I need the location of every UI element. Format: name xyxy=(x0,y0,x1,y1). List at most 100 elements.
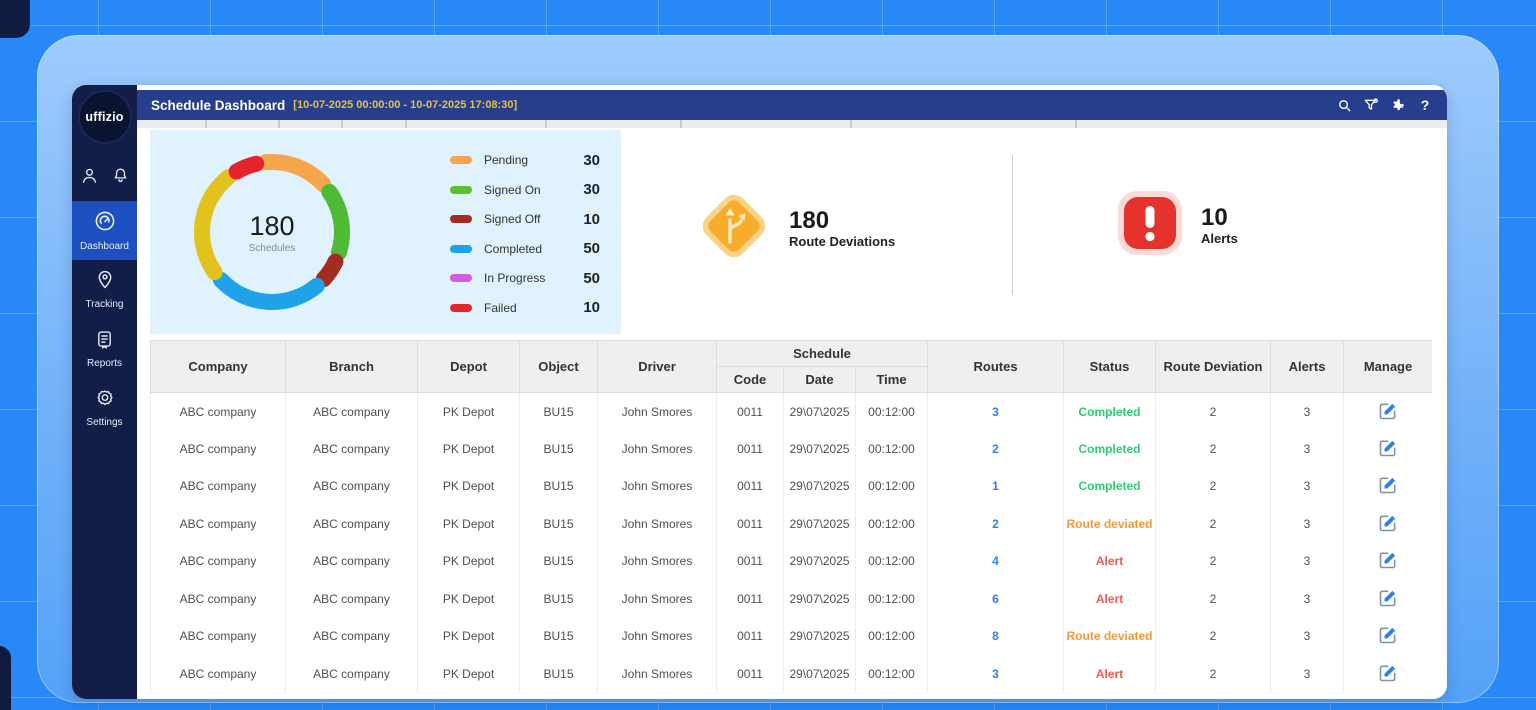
schedules-summary-panel: 180 Schedules Pending 30 Signed On 30 Signed… xyxy=(150,130,621,334)
route-fork-sign-icon xyxy=(697,189,771,268)
legend-value: 10 xyxy=(583,210,600,228)
cell-company: ABC company xyxy=(150,542,286,580)
cell-date: 29\07\2025 xyxy=(783,467,856,505)
cell-date: 29\07\2025 xyxy=(783,655,856,693)
route-deviations-kpi: 180 Route Deviations xyxy=(697,189,895,268)
filter-icon[interactable] xyxy=(1363,97,1379,113)
help-icon[interactable]: ? xyxy=(1420,97,1430,113)
cell-depot: PK Depot xyxy=(417,542,520,580)
cell-route-deviation: 2 xyxy=(1155,392,1272,430)
edit-button[interactable] xyxy=(1377,512,1399,534)
schedules-table: Company Branch Depot Object Driver Sched… xyxy=(150,340,1432,694)
cell-driver: John Smores xyxy=(597,505,717,543)
cell-time: 00:12:00 xyxy=(854,505,929,543)
cell-code: 0011 xyxy=(716,542,784,580)
cell-routes[interactable]: 8 xyxy=(927,617,1065,655)
sidebar: uffizio Dashboard Tracking Reports Settings xyxy=(72,85,137,699)
sidebar-item-reports[interactable]: Reports xyxy=(72,319,137,378)
table-row: ABC company ABC company PK Depot BU15 John S… xyxy=(150,655,1432,693)
cell-routes[interactable]: 1 xyxy=(927,467,1065,505)
table-row: ABC company ABC company PK Depot BU15 John S… xyxy=(150,617,1432,655)
cell-status: Completed xyxy=(1063,467,1157,505)
legend-swatch xyxy=(450,156,472,164)
cell-routes[interactable]: 2 xyxy=(927,505,1065,543)
cell-alerts: 3 xyxy=(1270,542,1345,580)
cell-routes[interactable]: 2 xyxy=(927,430,1065,468)
cell-route-deviation: 2 xyxy=(1155,505,1272,543)
sidebar-item-tracking[interactable]: Tracking xyxy=(72,260,137,319)
sidebar-nav: Dashboard Tracking Reports Settings xyxy=(72,201,137,437)
edit-button[interactable] xyxy=(1377,474,1399,496)
user-icon[interactable] xyxy=(80,166,99,185)
cell-company: ABC company xyxy=(150,467,286,505)
edit-button[interactable] xyxy=(1377,624,1399,646)
alerts-kpi: 10 Alerts xyxy=(1117,190,1238,261)
cell-routes[interactable]: 3 xyxy=(927,392,1065,430)
settings-gear-icon[interactable] xyxy=(1390,97,1406,113)
cell-routes[interactable]: 4 xyxy=(927,542,1065,580)
edit-button[interactable] xyxy=(1377,587,1399,609)
cell-manage xyxy=(1343,617,1432,655)
cell-status: Alert xyxy=(1063,655,1157,693)
cell-driver: John Smores xyxy=(597,467,717,505)
cell-branch: ABC company xyxy=(285,467,418,505)
alert-exclamation-icon xyxy=(1117,190,1183,261)
col-object: Object xyxy=(519,340,598,393)
donut-segment-pending xyxy=(257,154,332,193)
cell-depot: PK Depot xyxy=(417,505,520,543)
cell-object: BU15 xyxy=(519,467,598,505)
cell-alerts: 3 xyxy=(1270,467,1345,505)
cell-alerts: 3 xyxy=(1270,392,1345,430)
cell-route-deviation: 2 xyxy=(1155,467,1272,505)
sidebar-item-label: Dashboard xyxy=(80,241,129,252)
decor-corner-top-left xyxy=(0,0,30,38)
alerts-label: Alerts xyxy=(1201,230,1238,246)
page-title: Schedule Dashboard xyxy=(151,97,286,113)
cell-route-deviation: 2 xyxy=(1155,542,1272,580)
main-area: Schedule Dashboard [10-07-2025 00:00:00 … xyxy=(137,85,1447,699)
cell-object: BU15 xyxy=(519,580,598,618)
cell-date: 29\07\2025 xyxy=(783,617,856,655)
col-route-deviation: Route Deviation xyxy=(1155,340,1272,393)
search-icon[interactable] xyxy=(1336,97,1352,113)
cell-driver: John Smores xyxy=(597,617,717,655)
edit-button[interactable] xyxy=(1377,549,1399,571)
sidebar-item-settings[interactable]: Settings xyxy=(72,378,137,437)
dashboard-window: uffizio Dashboard Tracking Reports Settings… xyxy=(72,85,1447,699)
cell-time: 00:12:00 xyxy=(854,392,929,430)
legend-value: 10 xyxy=(583,299,600,316)
cell-date: 29\07\2025 xyxy=(783,505,856,543)
cell-alerts: 3 xyxy=(1270,655,1345,693)
cell-branch: ABC company xyxy=(285,617,418,655)
cell-depot: PK Depot xyxy=(417,467,520,505)
table-row: ABC company ABC company PK Depot BU15 John S… xyxy=(150,430,1432,468)
cell-depot: PK Depot xyxy=(417,392,520,430)
cell-status: Route deviated xyxy=(1063,505,1157,543)
cell-company: ABC company xyxy=(150,580,286,618)
cell-time: 00:12:00 xyxy=(854,430,929,468)
col-alerts: Alerts xyxy=(1270,340,1345,393)
cell-manage xyxy=(1343,392,1432,430)
sidebar-item-dashboard[interactable]: Dashboard xyxy=(72,201,137,260)
cell-depot: PK Depot xyxy=(417,655,520,693)
col-date: Date xyxy=(783,366,856,393)
edit-button[interactable] xyxy=(1377,400,1399,422)
legend-value: 30 xyxy=(583,181,600,198)
cell-driver: John Smores xyxy=(597,655,717,693)
edit-button[interactable] xyxy=(1377,437,1399,459)
cell-branch: ABC company xyxy=(285,580,418,618)
cell-routes[interactable]: 6 xyxy=(927,580,1065,618)
notifications-bell-icon[interactable] xyxy=(111,166,130,185)
col-schedule-group: Schedule xyxy=(715,340,929,367)
kpi-divider xyxy=(1012,155,1013,295)
cell-branch: ABC company xyxy=(285,392,418,430)
cell-company: ABC company xyxy=(150,655,286,693)
schedules-donut-chart: 180 Schedules xyxy=(186,146,358,318)
cell-depot: PK Depot xyxy=(417,430,520,468)
cell-driver: John Smores xyxy=(597,580,717,618)
col-company: Company xyxy=(150,340,286,393)
cell-status: Alert xyxy=(1063,580,1157,618)
cell-route-deviation: 2 xyxy=(1155,580,1272,618)
cell-routes[interactable]: 3 xyxy=(927,655,1065,693)
edit-button[interactable] xyxy=(1377,662,1399,684)
